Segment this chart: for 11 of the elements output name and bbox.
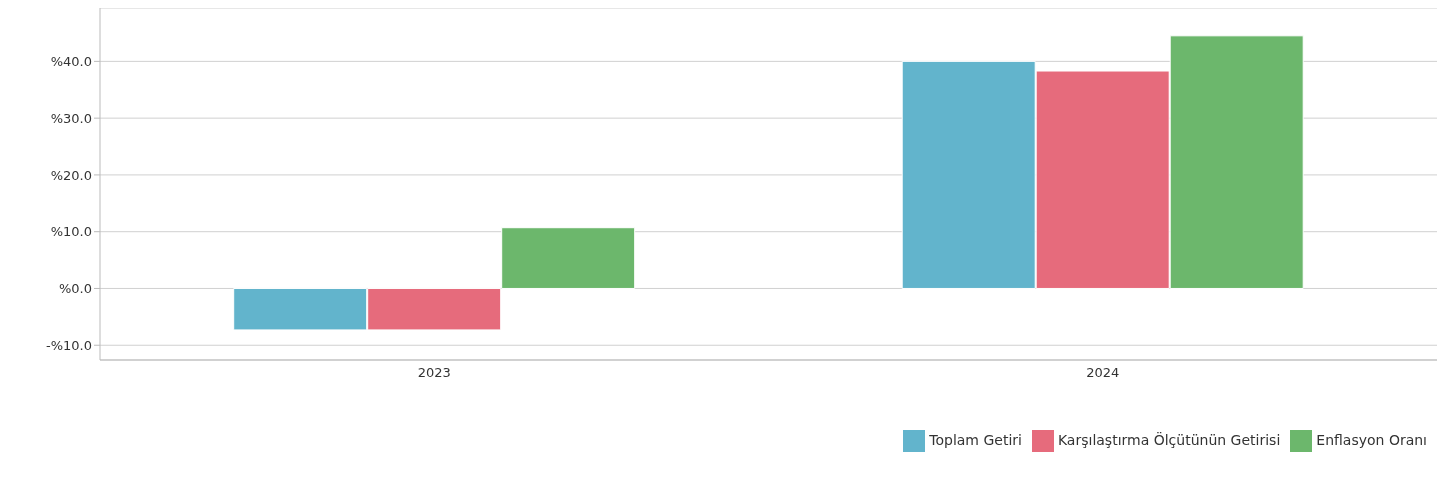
- y-tick-label: %10.0: [50, 224, 92, 240]
- legend-label: Toplam Getiri: [929, 432, 1022, 448]
- x-tick-label: 2024: [1086, 365, 1120, 381]
- x-tick-label: 2023: [417, 365, 451, 381]
- y-tick-label: %20.0: [50, 167, 92, 183]
- legend-label: Enflasyon Oranı: [1316, 432, 1427, 448]
- y-tick-label: %0.0: [58, 281, 92, 297]
- legend-label: Karşılaştırma Ölçütünün Getirisi: [1057, 432, 1281, 448]
- y-tick-label: %30.0: [50, 110, 92, 126]
- y-tick-label: -%10.0: [46, 337, 92, 353]
- y-tick-label: %40.0: [50, 53, 92, 69]
